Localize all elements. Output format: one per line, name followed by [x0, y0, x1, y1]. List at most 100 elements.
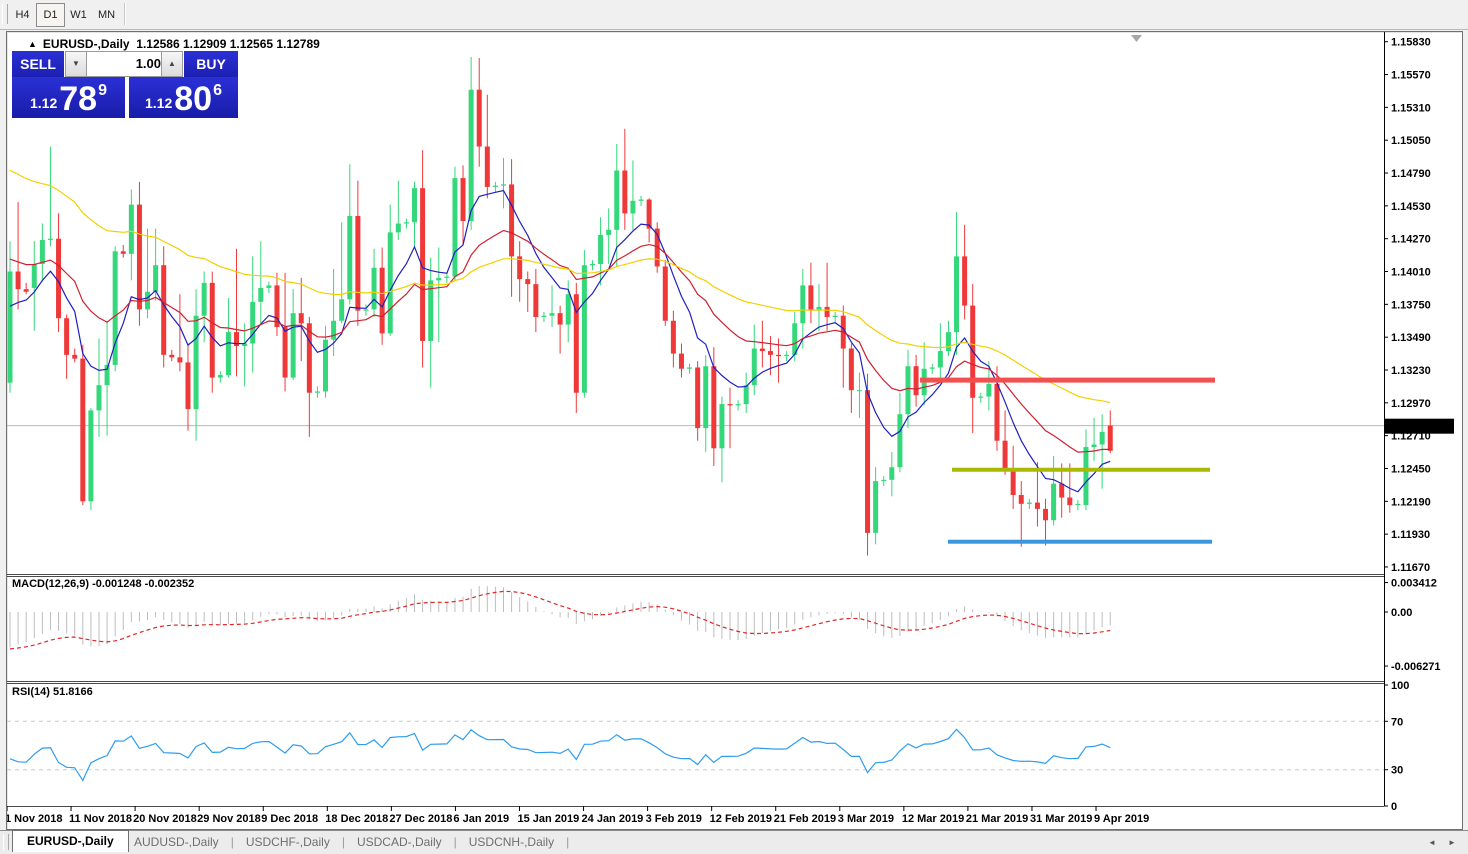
- sell-price-panel[interactable]: 1.12 78 9: [12, 77, 125, 118]
- moving-average-mid: [9, 229, 1111, 453]
- tab-eurusd-daily[interactable]: EURUSD-,Daily: [12, 830, 129, 852]
- svg-text:1.11930: 1.11930: [1391, 529, 1430, 541]
- low-support-ray: [948, 539, 1212, 544]
- svg-text:1.12190: 1.12190: [1391, 496, 1431, 508]
- tab-usdcad-daily[interactable]: USDCAD-,Daily: [356, 835, 442, 849]
- rsi-pane-layer: [7, 720, 1384, 782]
- timeframe-button-d1[interactable]: D1: [36, 3, 65, 27]
- svg-text:29 Nov 2018: 29 Nov 2018: [197, 813, 261, 825]
- tab-usdcnh-daily[interactable]: USDCNH-,Daily: [468, 835, 555, 849]
- tab-separator: |: [453, 835, 457, 849]
- volume-increase-button[interactable]: ▲: [161, 51, 183, 77]
- svg-text:27 Dec 2018: 27 Dec 2018: [389, 813, 452, 825]
- svg-text:15 Jan 2019: 15 Jan 2019: [517, 813, 579, 825]
- sell-button[interactable]: SELL: [12, 51, 64, 78]
- candles-layer: [7, 56, 1113, 556]
- tab-scroll-left-icon[interactable]: ◄: [1428, 838, 1436, 847]
- tab-separator: |: [341, 835, 345, 849]
- svg-text:1.12450: 1.12450: [1391, 463, 1431, 475]
- moving-average-fast: [9, 189, 1111, 493]
- volume-decrease-button[interactable]: ▼: [65, 51, 87, 77]
- mid-support-ray: [952, 467, 1210, 472]
- svg-text:-0.006271: -0.006271: [1391, 661, 1441, 673]
- toolbar-grip[interactable]: [2, 4, 8, 24]
- toolbar-separator: [124, 3, 126, 25]
- svg-text:1.11670: 1.11670: [1391, 562, 1430, 574]
- chart-window[interactable]: 1.15830 1.15570 1.15310 1.15050 1.14790 1.145…: [6, 31, 1463, 830]
- tab-separator: |: [230, 835, 234, 849]
- rsi-label: RSI(14) 51.8166: [12, 686, 93, 698]
- price-chart-canvas[interactable]: 1.15830 1.15570 1.15310 1.15050 1.14790 1.145…: [7, 32, 1460, 827]
- resistance-ray: [920, 377, 1215, 383]
- svg-text:1.15310: 1.15310: [1391, 102, 1431, 114]
- one-click-trade-widget: SELL ▼ 1.00 ▲ BUY 1.12 78 9 1.12 80 6: [12, 51, 238, 118]
- svg-text:18 Dec 2018: 18 Dec 2018: [325, 813, 388, 825]
- tabbar-grip[interactable]: [3, 834, 9, 850]
- svg-text:1.13490: 1.13490: [1391, 332, 1431, 344]
- buy-price-pip: 6: [213, 82, 222, 99]
- sell-price-main: 78: [59, 80, 98, 118]
- buy-price-prefix: 1.12: [145, 95, 173, 111]
- buy-price-panel[interactable]: 1.12 80 6: [129, 77, 238, 118]
- timeframe-toolbar: H4 D1 W1 MN: [0, 0, 1468, 30]
- svg-text:12 Mar 2019: 12 Mar 2019: [902, 813, 964, 825]
- svg-text:100: 100: [1391, 680, 1409, 692]
- moving-average-slow: [9, 169, 1111, 404]
- svg-text:1.12970: 1.12970: [1391, 398, 1431, 410]
- current-price-tag: [1384, 418, 1454, 434]
- chart-ohlc-values: 1.12586 1.12909 1.12565 1.12789: [136, 37, 320, 51]
- rsi-line: [9, 728, 1111, 782]
- svg-text:1.13230: 1.13230: [1391, 365, 1431, 377]
- price-axis: 1.15830 1.15570 1.15310 1.15050 1.14790 1.145…: [1384, 37, 1441, 813]
- svg-text:0.00: 0.00: [1391, 607, 1412, 619]
- svg-text:6 Jan 2019: 6 Jan 2019: [453, 813, 509, 825]
- svg-text:1.14790: 1.14790: [1391, 168, 1431, 180]
- volume-input[interactable]: 1.00: [86, 51, 168, 77]
- svg-text:1 Nov 2018: 1 Nov 2018: [7, 813, 62, 825]
- macd-signal-line: [9, 590, 1111, 650]
- macd-pane-layer: [9, 585, 1111, 650]
- svg-text:9 Dec 2018: 9 Dec 2018: [261, 813, 318, 825]
- sell-price-prefix: 1.12: [30, 95, 58, 111]
- chart-shift-marker-icon: [1131, 35, 1142, 42]
- svg-text:21 Mar 2019: 21 Mar 2019: [966, 813, 1028, 825]
- tab-scroll-right-icon[interactable]: ►: [1448, 838, 1456, 847]
- timeframe-button-w1[interactable]: W1: [70, 9, 87, 21]
- svg-text:1.12789: 1.12789: [1391, 422, 1431, 434]
- chart-title: ▲ EURUSD-,Daily 1.12586 1.12909 1.12565 1…: [28, 37, 320, 51]
- buy-price-main: 80: [174, 80, 213, 118]
- tab-audusd-daily[interactable]: AUDUSD-,Daily: [134, 835, 219, 849]
- timeframe-button-h4[interactable]: H4: [15, 9, 30, 21]
- svg-text:3 Feb 2019: 3 Feb 2019: [646, 813, 702, 825]
- svg-text:1.15050: 1.15050: [1391, 135, 1431, 147]
- buy-button[interactable]: BUY: [184, 51, 238, 78]
- svg-text:11 Nov 2018: 11 Nov 2018: [69, 813, 132, 825]
- chart-tab-bar: EURUSD-,Daily AUDUSD-,Daily | USDCHF-,Dail…: [0, 830, 1468, 854]
- sell-price-pip: 9: [98, 82, 107, 99]
- main-pane-layer: [7, 56, 1384, 556]
- svg-text:1.13750: 1.13750: [1391, 299, 1431, 311]
- svg-text:31 Mar 2019: 31 Mar 2019: [1030, 813, 1092, 825]
- date-axis: 1 Nov 2018 11 Nov 2018 20 Nov 2018 29 Nov 2…: [7, 806, 1149, 825]
- svg-text:9 Apr 2019: 9 Apr 2019: [1094, 813, 1149, 825]
- svg-text:0.003412: 0.003412: [1391, 578, 1437, 590]
- svg-text:1.14010: 1.14010: [1391, 267, 1431, 279]
- macd-label: MACD(12,26,9) -0.001248 -0.002352: [12, 578, 195, 590]
- collapse-triangle-icon[interactable]: ▲: [28, 39, 37, 49]
- svg-text:1.15570: 1.15570: [1391, 70, 1431, 82]
- svg-text:30: 30: [1391, 765, 1403, 777]
- svg-text:12 Feb 2019: 12 Feb 2019: [710, 813, 772, 825]
- svg-text:1.14270: 1.14270: [1391, 234, 1431, 246]
- timeframe-button-mn[interactable]: MN: [97, 9, 116, 21]
- svg-text:20 Nov 2018: 20 Nov 2018: [133, 813, 197, 825]
- tab-separator: |: [566, 835, 570, 849]
- svg-text:70: 70: [1391, 716, 1403, 728]
- svg-text:1.14530: 1.14530: [1391, 201, 1431, 213]
- svg-text:24 Jan 2019: 24 Jan 2019: [582, 813, 644, 825]
- tab-usdchf-daily[interactable]: USDCHF-,Daily: [245, 835, 330, 849]
- svg-text:0: 0: [1391, 801, 1397, 813]
- svg-text:3 Mar 2019: 3 Mar 2019: [838, 813, 894, 825]
- svg-text:21 Feb 2019: 21 Feb 2019: [774, 813, 836, 825]
- inactive-tabs: AUDUSD-,Daily | USDCHF-,Daily | USDCAD-,Dail…: [122, 831, 569, 853]
